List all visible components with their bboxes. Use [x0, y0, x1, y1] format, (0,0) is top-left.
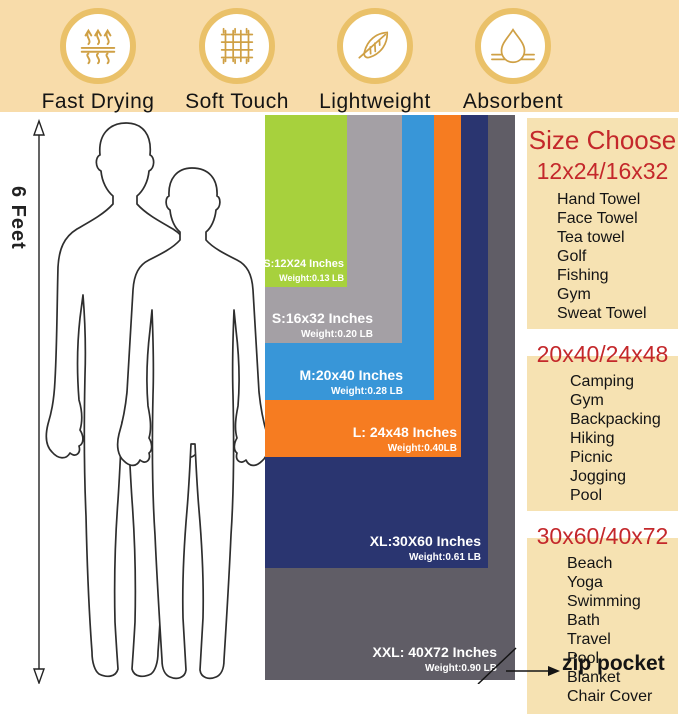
use-item: Chair Cover — [567, 687, 653, 705]
towel-size-label: L: 24x48 Inches Weight:0.40LB — [352, 424, 457, 454]
zip-pocket-arrow — [477, 647, 560, 684]
water-drop-icon — [491, 28, 535, 64]
feature-circle — [337, 8, 413, 84]
steam-arrows-icon — [80, 28, 116, 65]
feature-circle — [475, 8, 551, 84]
size-choose-panel: Size Choose 12x24/16x32 Hand Towel Face … — [527, 118, 678, 714]
use-item: Hand Towel — [557, 190, 641, 208]
feature-fast-drying: Fast Drying — [28, 8, 168, 114]
use-item: Pool — [567, 649, 600, 667]
use-item: Bath — [567, 611, 600, 629]
zip-pocket-label: zip pocket — [562, 652, 665, 675]
towel-size-label: XS:12X24 Inches Weight:0.13 LB — [255, 258, 344, 283]
size-range-title: 20x40/24x48 — [536, 340, 669, 367]
use-item: Face Towel — [557, 209, 638, 227]
feature-label: Lightweight — [319, 90, 431, 113]
use-item: Golf — [557, 247, 587, 265]
feature-lightweight: Lightweight — [305, 8, 445, 114]
towel-size-label: XXL: 40X72 Inches Weight:0.90 LB — [372, 644, 497, 674]
use-item: Tea towel — [557, 228, 625, 246]
towel-rect-xs: XS:12X24 Inches Weight:0.13 LB — [256, 115, 347, 287]
use-item: Sweat Towel — [557, 304, 647, 322]
height-arrow — [33, 118, 45, 684]
feature-absorbent: Absorbent — [443, 8, 583, 114]
towel-size-label: M:20x40 Inches Weight:0.28 LB — [299, 367, 404, 397]
panel-title: Size Choose — [528, 125, 677, 155]
use-item: Gym — [557, 285, 591, 303]
use-item: Jogging — [570, 467, 627, 485]
size-range-title: 12x24/16x32 — [536, 157, 669, 184]
use-item: Picnic — [570, 448, 613, 466]
figures-illustration — [33, 118, 270, 684]
feature-label: Absorbent — [462, 90, 564, 113]
feature-soft-touch: Soft Touch — [167, 8, 307, 114]
size-section-medium: Camping Gym Backpacking Hiking Picnic Jo… — [527, 355, 678, 511]
use-item: Travel — [567, 630, 611, 648]
towel-size-label: S:16x32 Inches Weight:0.20 LB — [271, 310, 373, 340]
use-item: Camping — [570, 372, 635, 390]
feature-band: Fast Drying Soft Touch Lightweight — [0, 0, 679, 114]
feature-circle — [199, 8, 275, 84]
size-section-large: Beach Yoga Swimming Bath Travel Pool Bla… — [527, 537, 678, 714]
size-comparison-chart: XXL: 40X72 Inches Weight:0.90 LB XL:30X6… — [256, 115, 515, 680]
use-item: Blanket — [567, 668, 621, 686]
use-list: Camping Gym Backpacking Hiking Picnic Jo… — [527, 372, 678, 505]
feature-label: Soft Touch — [185, 90, 289, 113]
feather-icon — [358, 31, 389, 59]
use-item: Gym — [570, 391, 604, 409]
towel-size-label: XL:30X60 Inches Weight:0.61 LB — [369, 533, 481, 563]
use-item: Backpacking — [570, 410, 661, 428]
feature-circle — [60, 8, 136, 84]
size-range-title: 30x60/40x72 — [536, 522, 669, 549]
feature-label: Fast Drying — [41, 90, 155, 113]
use-item: Beach — [567, 554, 613, 572]
use-item: Swimming — [567, 592, 641, 610]
woven-fabric-icon — [220, 27, 254, 65]
use-item: Yoga — [567, 573, 603, 591]
use-list: Hand Towel Face Towel Tea towel Golf Fis… — [527, 190, 678, 323]
use-item: Fishing — [557, 266, 609, 284]
use-item: Pool — [570, 486, 603, 504]
use-item: Hiking — [570, 429, 615, 447]
size-section-small: Size Choose 12x24/16x32 Hand Towel Face … — [527, 118, 678, 329]
height-scale-label: 6 Feet — [7, 186, 29, 250]
